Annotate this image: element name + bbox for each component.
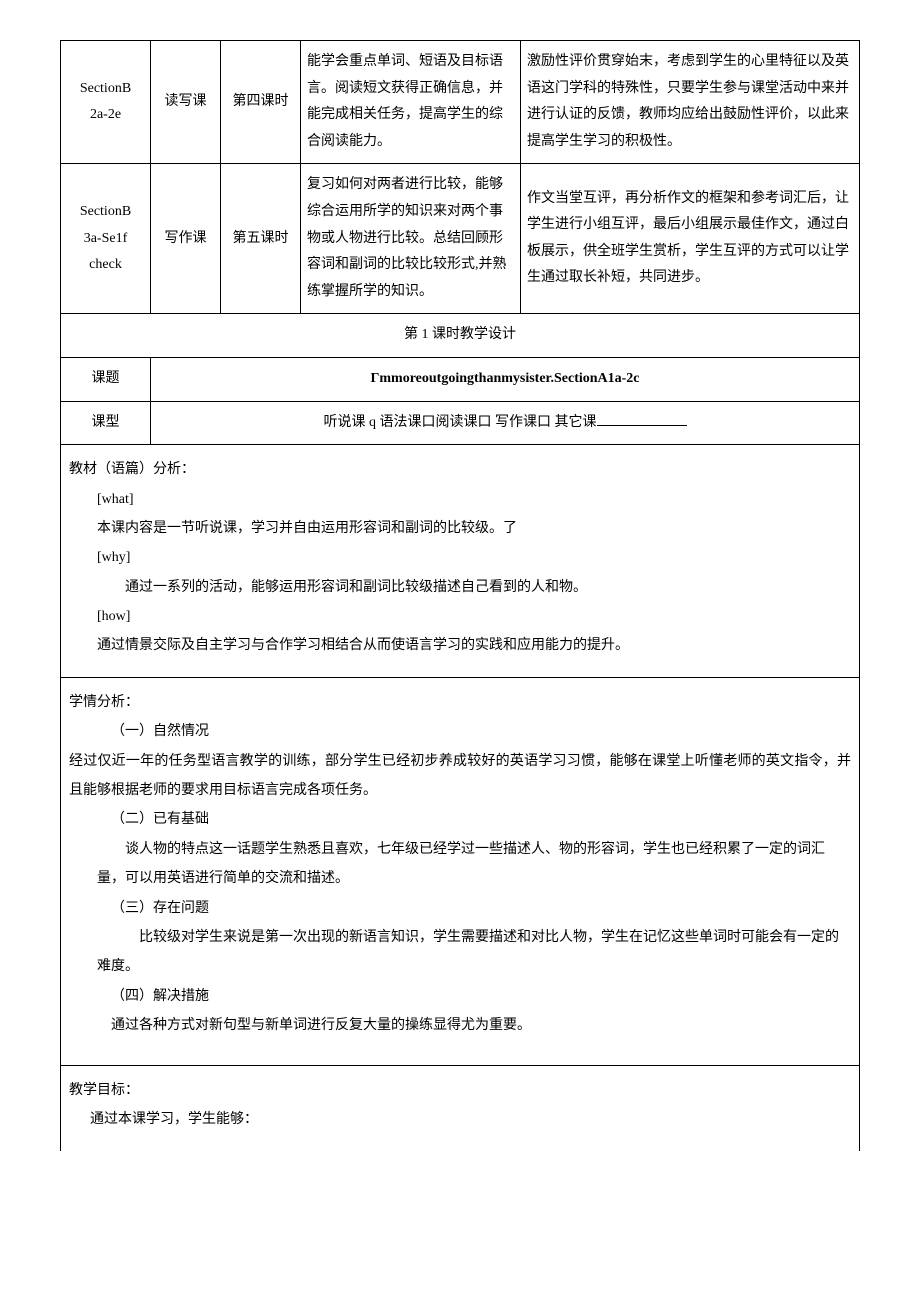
s4-label: （四）解决措施 bbox=[69, 982, 851, 1011]
goals-cell: 教学目标： 通过本课学习，学生能够： bbox=[61, 1065, 860, 1150]
s4-text: 通过各种方式对新句型与新单词进行反复大量的操练显得尤为重要。 bbox=[69, 1011, 851, 1040]
topic-value: Γmmoreoutgoingthanmysister.SectionA1a-2c bbox=[151, 357, 860, 401]
type-options: 听说课 q 语法课口阅读课口 写作课口 其它课 bbox=[151, 401, 860, 445]
table-row: SectionB 3a-Se1f check 写作课 第五课时 复习如何对两者进… bbox=[61, 164, 860, 314]
s2-text: 谈人物的特点这一话题学生熟悉且喜欢，七年级已经学过一些描述人、物的形容词，学生也… bbox=[69, 835, 851, 894]
what-text: 本课内容是一节听说课，学习并自由运用形容词和副词的比较级。了 bbox=[69, 514, 851, 543]
student-analysis-row: 学情分析： （一）自然情况 经过仅近一年的任务型语言教学的训练，部分学生已经初步… bbox=[61, 677, 860, 1065]
goal-cell: 复习如何对两者进行比较，能够综合运用所学的知识来对两个事物或人物进行比较。总结回… bbox=[301, 164, 521, 314]
topic-label: 课题 bbox=[61, 357, 151, 401]
s3-label: （三）存在问题 bbox=[69, 894, 851, 923]
type-cell: 写作课 bbox=[151, 164, 221, 314]
student-analysis: 学情分析： （一）自然情况 经过仅近一年的任务型语言教学的训练，部分学生已经初步… bbox=[61, 677, 860, 1065]
lesson-table: SectionB 2a-2e 读写课 第四课时 能学会重点单词、短语及目标语言。… bbox=[60, 40, 860, 1151]
how-label: [how] bbox=[69, 602, 851, 631]
s3-text: 比较级对学生来说是第一次出现的新语言知识，学生需要描述和对比人物，学生在记忆这些… bbox=[69, 923, 851, 982]
s2-label: （二）已有基础 bbox=[69, 805, 851, 834]
goal-cell: 能学会重点单词、短语及目标语言。阅读短文获得正确信息，并能完成相关任务，提高学生… bbox=[301, 41, 521, 164]
course-type-row: 课型 听说课 q 语法课口阅读课口 写作课口 其它课 bbox=[61, 401, 860, 445]
design-title-row: 第 1 课时教学设计 bbox=[61, 314, 860, 358]
s1-text: 经过仅近一年的任务型语言教学的训练，部分学生已经初步养成较好的英语学习习惯，能够… bbox=[69, 747, 851, 806]
goals-intro: 通过本课学习，学生能够： bbox=[69, 1105, 851, 1134]
why-label: [why] bbox=[69, 543, 851, 572]
why-text: 通过一系列的活动，能够运用形容词和副词比较级描述自己看到的人和物。 bbox=[69, 573, 851, 602]
topic-row: 课题 Γmmoreoutgoingthanmysister.SectionA1a… bbox=[61, 357, 860, 401]
type-options-text: 听说课 q 语法课口阅读课口 写作课口 其它课 bbox=[324, 415, 597, 430]
table-row: SectionB 2a-2e 读写课 第四课时 能学会重点单词、短语及目标语言。… bbox=[61, 41, 860, 164]
section-cell: SectionB 3a-Se1f check bbox=[61, 164, 151, 314]
goals-title: 教学目标： bbox=[69, 1083, 139, 1098]
material-analysis: 教材（语篇）分析： [what] 本课内容是一节听说课，学习并自由运用形容词和副… bbox=[61, 445, 860, 678]
period-cell: 第四课时 bbox=[221, 41, 301, 164]
section-cell: SectionB 2a-2e bbox=[61, 41, 151, 164]
type-cell: 读写课 bbox=[151, 41, 221, 164]
underline bbox=[597, 412, 687, 426]
s1-label: （一）自然情况 bbox=[69, 717, 851, 746]
period-cell: 第五课时 bbox=[221, 164, 301, 314]
what-label: [what] bbox=[69, 485, 851, 514]
note-cell: 激励性评价贯穿始末，考虑到学生的心里特征以及英语这门学科的特殊性，只要学生参与课… bbox=[521, 41, 860, 164]
goals-row: 教学目标： 通过本课学习，学生能够： bbox=[61, 1065, 860, 1150]
design-title: 第 1 课时教学设计 bbox=[61, 314, 860, 358]
type-label: 课型 bbox=[61, 401, 151, 445]
analysis1-title: 教材（语篇）分析： bbox=[69, 462, 195, 477]
material-analysis-row: 教材（语篇）分析： [what] 本课内容是一节听说课，学习并自由运用形容词和副… bbox=[61, 445, 860, 678]
how-text: 通过情景交际及自主学习与合作学习相结合从而使语言学习的实践和应用能力的提升。 bbox=[69, 631, 851, 660]
note-cell: 作文当堂互评，再分析作文的框架和参考词汇后，让学生进行小组互评，最后小组展示最佳… bbox=[521, 164, 860, 314]
analysis2-title: 学情分析： bbox=[69, 695, 139, 710]
